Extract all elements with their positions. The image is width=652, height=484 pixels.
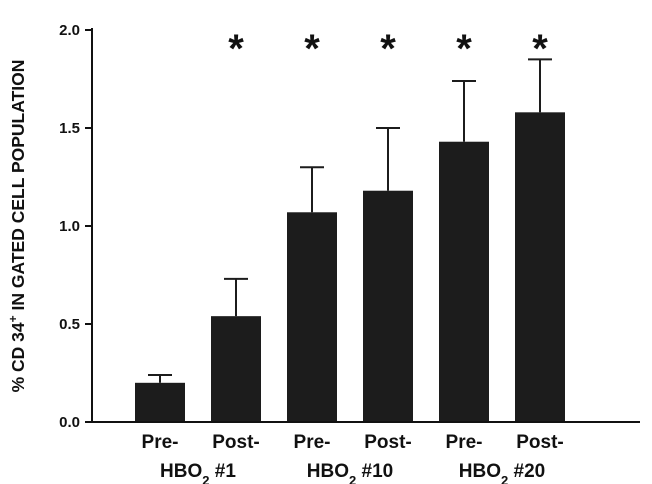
- bar: [363, 190, 413, 422]
- y-ticks: 0.0 0.5 1.0 1.5 2.0: [59, 22, 92, 431]
- y-tick-label: 0.0: [59, 414, 80, 431]
- group-label-prefix: HBO: [459, 461, 501, 482]
- group-label-suffix: #1: [210, 461, 237, 482]
- significance-star: *: [532, 27, 548, 71]
- x-tick-label: Pre-: [446, 432, 483, 453]
- y-tick-label: 1.0: [59, 218, 80, 235]
- group-label-subscript: 2: [349, 473, 356, 484]
- bar: [135, 382, 185, 422]
- significance-star: *: [456, 27, 472, 71]
- group-label: HBO2 #20: [459, 461, 545, 484]
- group-label-prefix: HBO: [307, 461, 349, 482]
- y-tick-label: 1.5: [59, 120, 80, 137]
- group-label-suffix: #10: [356, 461, 393, 482]
- bar: [287, 212, 337, 422]
- group-label-prefix: HBO: [160, 461, 202, 482]
- y-axis-title-main: % CD 34: [8, 322, 28, 392]
- bar: [439, 141, 489, 422]
- x-tick-label: Post-: [516, 432, 564, 453]
- significance-star: *: [380, 27, 396, 71]
- x-tick-label: Pre-: [294, 432, 331, 453]
- y-axis-title-sup: +: [6, 315, 20, 322]
- group-label-subscript: 2: [501, 473, 508, 484]
- group-label: HBO2 #10: [307, 461, 393, 484]
- x-tick-label: Post-: [364, 432, 412, 453]
- group-label: HBO2 #1: [160, 461, 236, 484]
- y-axis-title-rest: IN GATED CELL POPULATION: [8, 60, 28, 316]
- group-label-suffix: #20: [508, 461, 545, 482]
- plot-area: * * * * *: [135, 27, 565, 422]
- significance-star: *: [304, 27, 320, 71]
- bar: [211, 316, 261, 422]
- y-axis-title: % CD 34+ IN GATED CELL POPULATION: [6, 60, 28, 393]
- y-tick-label: 2.0: [59, 22, 80, 39]
- significance-star: *: [228, 27, 244, 71]
- bar: [515, 112, 565, 422]
- x-tick-label: Post-: [212, 432, 260, 453]
- group-labels: HBO2 #1 HBO2 #10 HBO2 #20: [160, 461, 545, 484]
- x-tick-labels: Pre- Post- Pre- Post- Pre- Post-: [142, 432, 564, 453]
- y-tick-label: 0.5: [59, 316, 80, 333]
- group-label-subscript: 2: [202, 473, 209, 484]
- x-tick-label: Pre-: [142, 432, 179, 453]
